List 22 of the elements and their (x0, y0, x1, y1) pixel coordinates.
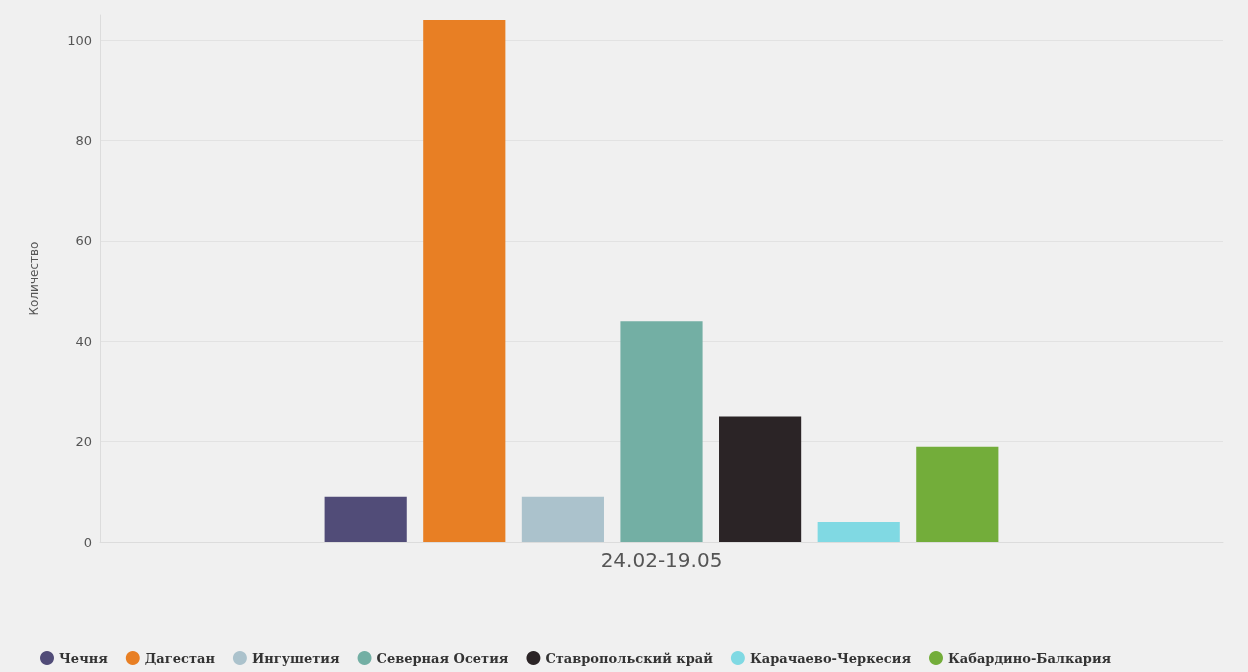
legend-label: Чечня (59, 650, 109, 666)
bar (620, 321, 703, 542)
legend-label: Ставропольский край (545, 650, 714, 666)
y-tick-label: 20 (75, 434, 92, 450)
y-tick-label: 0 (83, 534, 92, 550)
bar (916, 446, 999, 542)
y-tick-label: 80 (75, 132, 92, 148)
x-tick-label: 24.02-19.05 (600, 548, 723, 572)
legend-label: Дагестан (144, 650, 216, 666)
bar (817, 521, 900, 542)
bar (719, 416, 802, 542)
legend-label: Кабардино-Балкария (948, 650, 1112, 666)
y-axis-title: Количество (27, 241, 41, 316)
y-tick-label: 60 (75, 233, 92, 249)
y-tick-label: 100 (67, 32, 92, 48)
bar (324, 496, 407, 542)
y-tick-label: 40 (75, 333, 92, 349)
legend-label: Карачаево-Черкесия (749, 650, 912, 666)
legend-label: Северная Осетия (376, 650, 509, 666)
legend-label: Ингушетия (251, 650, 340, 666)
bar (521, 496, 604, 542)
bar (423, 20, 506, 542)
